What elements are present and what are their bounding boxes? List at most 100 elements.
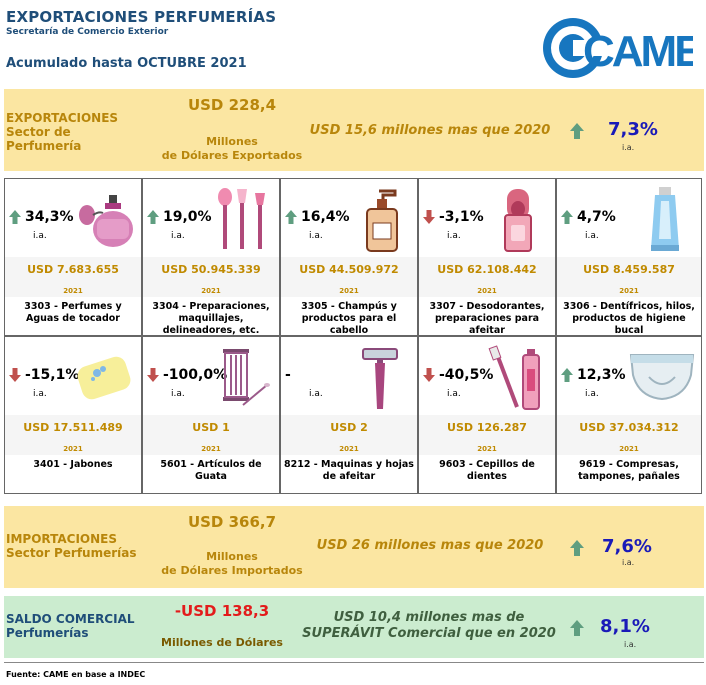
product-ia: i.a. [309, 389, 323, 399]
came-logo: CAME [543, 18, 693, 78]
balance-pct: 8,1% [600, 616, 650, 637]
product-year: 2021 [477, 445, 497, 453]
balance-label-2: Perfumerías [6, 626, 89, 640]
product-usd: USD 62.108.442 [437, 263, 537, 276]
razor-icon [362, 348, 398, 409]
up-arrow-icon [561, 210, 573, 224]
product-pct: -3,1% [439, 209, 484, 225]
exports-ia: i.a. [622, 143, 635, 152]
product-usd: USD 1 [192, 421, 230, 434]
product-card: 34,3% i.a. USD 7.683.655 2021 3303 - Per… [4, 178, 142, 336]
product-usd: USD 37.034.312 [579, 421, 679, 434]
product-year: 2021 [619, 287, 639, 295]
product-pct: -100,0% [163, 367, 228, 383]
balance-band: SALDO COMERCIAL Perfumerías -USD 138,3 M… [4, 596, 704, 658]
exports-unit-1: Millones [206, 135, 258, 148]
product-pct: -15,1% [25, 367, 80, 383]
product-desc: 3307 - Desodorantes, preparaciones para … [429, 301, 545, 336]
product-usd: USD 7.683.655 [27, 263, 119, 276]
product-card: -3,1% i.a. USD 62.108.442 2021 3307 - De… [418, 178, 556, 336]
exports-label-3: Perfumería [6, 139, 82, 153]
page-title: EXPORTACIONES PERFUMERÍAS [6, 8, 277, 26]
imports-comparison: USD 26 millones mas que 2020 [316, 538, 544, 553]
up-arrow-icon [570, 620, 584, 636]
product-pct: 19,0% [163, 209, 212, 225]
down-arrow-icon [9, 368, 21, 382]
product-desc: 9603 - Cepillos de dientes [439, 459, 535, 482]
imports-ia: i.a. [622, 558, 635, 567]
product-year: 2021 [477, 287, 497, 295]
up-arrow-icon [570, 123, 584, 139]
up-arrow-icon [285, 210, 297, 224]
product-card: -100,0% i.a. USD 1 2021 5601 - Artículos… [142, 336, 280, 494]
product-card: -15,1% i.a. USD 17.511.489 2021 3401 - J… [4, 336, 142, 494]
product-ia: i.a. [447, 231, 461, 241]
diaper-icon [629, 354, 695, 401]
product-usd: USD 126.287 [447, 421, 527, 434]
balance-label-1: SALDO COMERCIAL [6, 612, 135, 626]
product-desc: 3306 - Dentífricos, hilos, productos de … [563, 301, 695, 336]
product-card: 4,7% i.a. USD 8.459.587 2021 3306 - Dent… [556, 178, 702, 336]
down-arrow-icon [147, 368, 159, 382]
imports-pct: 7,6% [602, 536, 652, 557]
exports-value: USD 228,4 [187, 96, 277, 114]
down-arrow-icon [423, 368, 435, 382]
makeup-brushes-icon [218, 188, 265, 249]
footer-divider [4, 662, 704, 663]
exports-unit-2: de Dólares Exportados [161, 149, 303, 162]
product-pct: 4,7% [577, 209, 616, 225]
came-logo-text: CAME [583, 27, 693, 76]
exports-comparison: USD 15,6 millones mas que 2020 [309, 123, 551, 138]
exports-pct: 7,3% [608, 119, 658, 140]
exports-band: EXPORTACIONES Sector de Perfumería USD 2… [4, 89, 704, 171]
balance-comparison-1: USD 10,4 millones mas de [333, 610, 525, 625]
product-pct: - [285, 367, 291, 383]
product-year: 2021 [201, 445, 221, 453]
up-arrow-icon [9, 210, 21, 224]
shampoo-bottle-icon [366, 189, 398, 252]
imports-value: USD 366,7 [187, 513, 277, 531]
imports-label-1: IMPORTACIONES [6, 532, 117, 546]
product-usd: USD 8.459.587 [583, 263, 675, 276]
toothpaste-tube-icon [651, 187, 679, 251]
product-desc: 3401 - Jabones [33, 459, 113, 470]
exports-label-2: Sector de [6, 125, 71, 139]
imports-label-2: Sector Perfumerías [6, 546, 137, 560]
product-pct: 34,3% [25, 209, 74, 225]
balance-comparison-2: SUPERÁVIT Comercial que en 2020 [302, 626, 556, 641]
balance-ia: i.a. [624, 640, 637, 649]
product-desc: 3303 - Perfumes y Aguas de tocador [24, 301, 122, 324]
product-year: 2021 [339, 287, 359, 295]
balance-value: -USD 138,3 [174, 602, 270, 620]
product-ia: i.a. [33, 389, 47, 399]
product-year: 2021 [619, 445, 639, 453]
product-card: 19,0% i.a. USD 50.945.339 2021 3304 - Pr… [142, 178, 280, 336]
up-arrow-icon [561, 368, 573, 382]
page-subtitle: Secretaría de Comercio Exterior [6, 27, 169, 37]
soap-bar-icon [77, 356, 131, 400]
imports-unit-2: de Dólares Importados [161, 564, 303, 577]
product-ia: i.a. [585, 389, 599, 399]
imports-band: IMPORTACIONES Sector Perfumerías USD 366… [4, 506, 704, 588]
exports-label-1: EXPORTACIONES [6, 111, 119, 125]
toothbrush-icon [488, 345, 540, 410]
product-desc: 9619 - Compresas, tampones, pañales [578, 459, 680, 482]
deodorant-icon [504, 189, 532, 252]
product-usd: USD 2 [330, 421, 368, 434]
product-ia: i.a. [171, 231, 185, 241]
product-card: 12,3% i.a. USD 37.034.312 2021 9619 - Co… [556, 336, 702, 494]
imports-unit-1: Millones [206, 550, 258, 563]
product-year: 2021 [339, 445, 359, 453]
product-ia: i.a. [309, 231, 323, 241]
up-arrow-icon [570, 540, 584, 556]
source-footer: Fuente: CAME en base a INDEC [6, 670, 146, 679]
product-ia: i.a. [585, 231, 599, 241]
product-usd: USD 44.509.972 [299, 263, 399, 276]
product-desc: 5601 - Artículos de Guata [160, 459, 262, 482]
product-card: - i.a. USD 2 2021 8212 - Maquinas y hoja… [280, 336, 418, 494]
product-usd: USD 17.511.489 [23, 421, 123, 434]
product-usd: USD 50.945.339 [161, 263, 261, 276]
perfume-bottle-icon [79, 195, 133, 247]
product-ia: i.a. [171, 389, 185, 399]
product-year: 2021 [201, 287, 221, 295]
